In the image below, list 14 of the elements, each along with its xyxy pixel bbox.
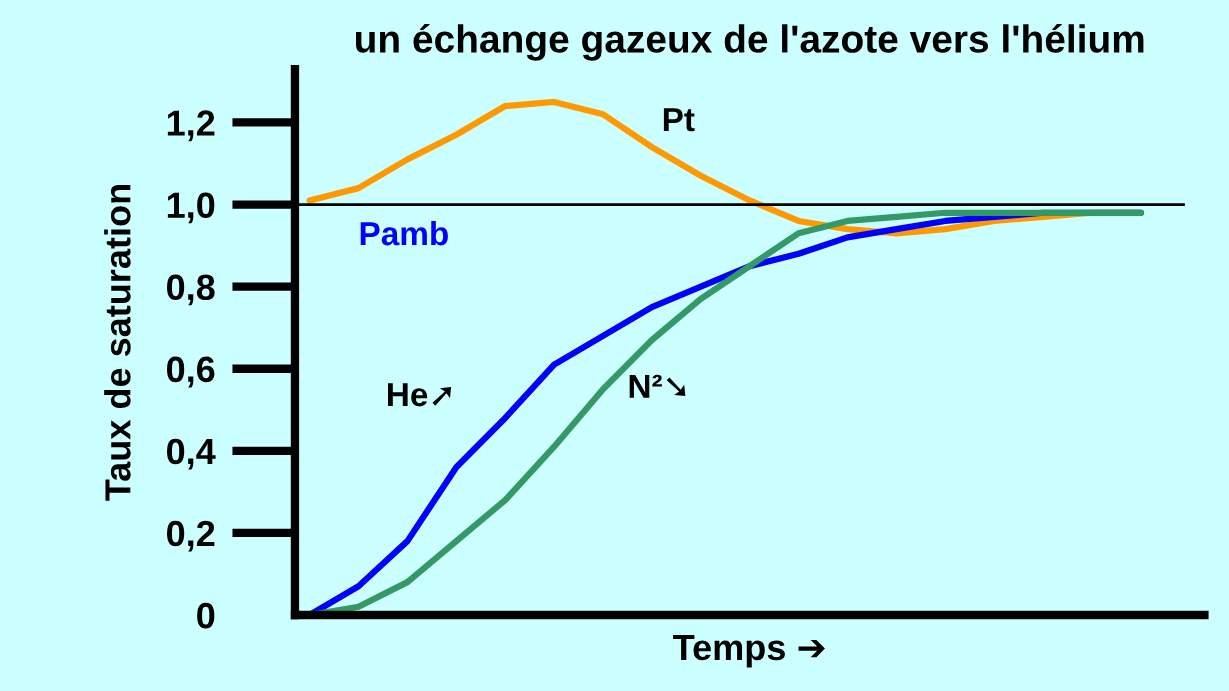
y-tick-label: 1,2 [167,110,215,142]
y-tick-label: 0,8 [167,274,215,306]
series-label: Pt [663,108,695,132]
y-tick-label: 0 [197,602,215,629]
chart-title: un échange gazeux de l'azote vers l'hélium [356,23,1144,61]
series-label: N²➘ [629,374,686,398]
series-label: He➚ [388,383,452,407]
ref-line-label: Pamb [360,220,448,246]
y-tick-label: 0,4 [167,438,216,470]
y-tick-label: 0,6 [167,356,215,388]
y-tick-label: 0,2 [167,520,215,552]
y-axis-title: Taux de saturation [104,185,131,501]
y-tick-label: 1,0 [167,192,215,224]
x-axis-title: Temps ➔ [673,635,825,668]
